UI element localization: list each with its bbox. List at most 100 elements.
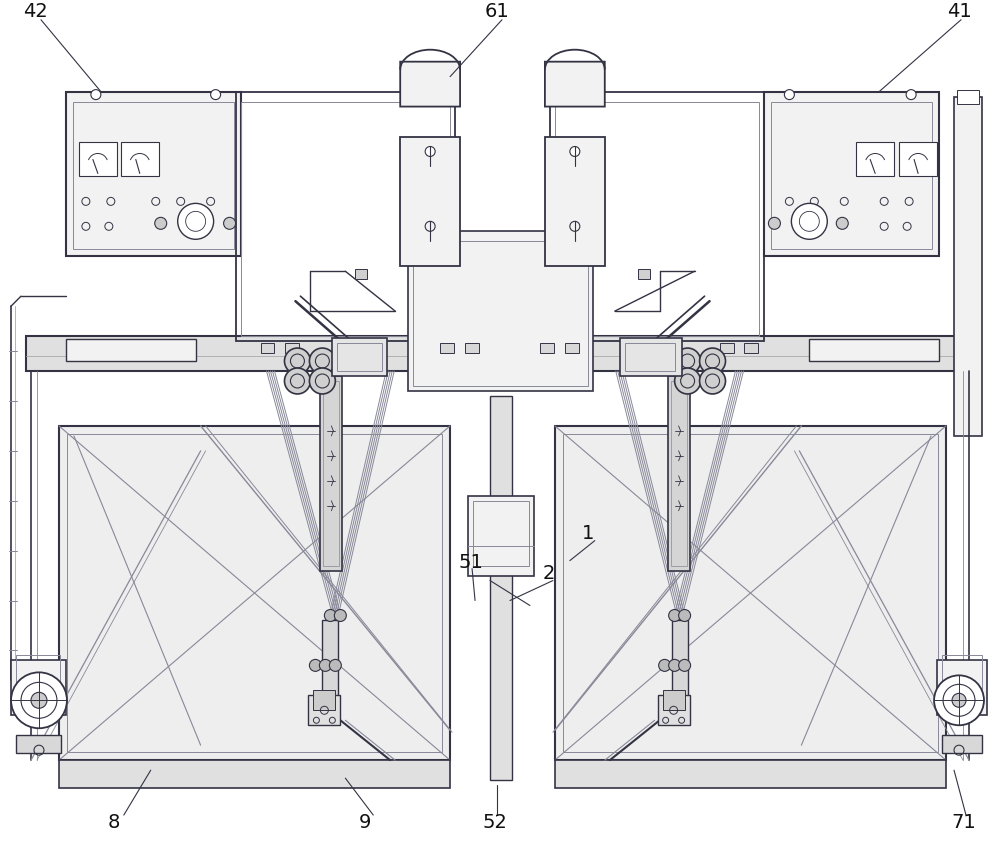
Circle shape: [155, 217, 167, 229]
Bar: [937, 660, 987, 715]
Bar: [322, 620, 338, 720]
Bar: [320, 376, 342, 571]
Bar: [565, 343, 579, 353]
Bar: [957, 89, 979, 104]
Text: 41: 41: [947, 3, 972, 21]
Bar: [59, 760, 450, 788]
Circle shape: [675, 368, 701, 394]
Bar: [468, 496, 534, 576]
Bar: [241, 102, 450, 336]
Bar: [261, 343, 274, 353]
Text: 61: 61: [485, 3, 510, 21]
Circle shape: [784, 89, 794, 99]
FancyBboxPatch shape: [400, 62, 460, 106]
Circle shape: [284, 368, 310, 394]
Text: 1: 1: [582, 524, 594, 543]
Bar: [16, 655, 60, 701]
Circle shape: [91, 89, 101, 99]
Bar: [408, 231, 593, 391]
Bar: [625, 343, 675, 371]
Circle shape: [768, 217, 780, 229]
Bar: [121, 142, 159, 176]
Circle shape: [952, 693, 966, 707]
Bar: [563, 434, 938, 752]
Bar: [550, 92, 764, 341]
Bar: [66, 92, 241, 256]
Bar: [313, 690, 335, 711]
Circle shape: [329, 659, 341, 671]
Bar: [285, 343, 299, 353]
Bar: [473, 501, 529, 566]
Bar: [545, 137, 605, 266]
Text: 51: 51: [458, 553, 483, 572]
Circle shape: [309, 368, 335, 394]
Bar: [490, 396, 512, 780]
Circle shape: [934, 675, 984, 725]
Bar: [73, 102, 234, 250]
Bar: [764, 92, 939, 256]
Bar: [555, 426, 946, 760]
Circle shape: [309, 659, 321, 671]
Circle shape: [669, 609, 681, 621]
Bar: [942, 655, 982, 701]
Bar: [413, 241, 588, 386]
Text: 8: 8: [108, 813, 120, 831]
Circle shape: [700, 348, 726, 374]
Circle shape: [11, 673, 67, 728]
FancyBboxPatch shape: [545, 62, 605, 106]
Bar: [720, 343, 734, 353]
Bar: [555, 760, 946, 788]
Circle shape: [679, 659, 691, 671]
Circle shape: [324, 609, 336, 621]
Circle shape: [178, 203, 214, 239]
Circle shape: [570, 147, 580, 157]
Bar: [26, 336, 974, 371]
Text: 71: 71: [951, 813, 976, 831]
Bar: [555, 102, 759, 336]
Bar: [337, 343, 382, 371]
Text: 2: 2: [543, 564, 555, 583]
Bar: [899, 142, 937, 176]
Circle shape: [700, 368, 726, 394]
Bar: [954, 97, 982, 436]
Bar: [66, 339, 196, 361]
Circle shape: [836, 217, 848, 229]
Bar: [440, 343, 454, 353]
Circle shape: [669, 659, 681, 671]
Circle shape: [31, 692, 47, 708]
Bar: [620, 338, 682, 376]
Circle shape: [906, 89, 916, 99]
Bar: [809, 339, 939, 361]
Bar: [672, 620, 688, 720]
Bar: [663, 690, 685, 711]
Circle shape: [211, 89, 221, 99]
Bar: [67, 434, 442, 752]
Bar: [16, 735, 61, 753]
Circle shape: [659, 659, 671, 671]
Bar: [638, 269, 650, 279]
Bar: [540, 343, 554, 353]
Bar: [400, 137, 460, 266]
Bar: [332, 338, 387, 376]
Bar: [942, 735, 982, 753]
Bar: [744, 343, 758, 353]
Bar: [355, 269, 367, 279]
Bar: [771, 102, 932, 250]
Circle shape: [675, 348, 701, 374]
Circle shape: [309, 348, 335, 374]
Bar: [465, 343, 479, 353]
Text: 42: 42: [23, 3, 48, 21]
Bar: [79, 142, 117, 176]
Circle shape: [319, 659, 331, 671]
Circle shape: [679, 609, 691, 621]
Bar: [323, 381, 339, 566]
Bar: [658, 695, 690, 725]
Bar: [11, 660, 66, 715]
Circle shape: [224, 217, 236, 229]
Circle shape: [334, 609, 346, 621]
Circle shape: [284, 348, 310, 374]
Bar: [671, 381, 687, 566]
Bar: [59, 426, 450, 760]
Bar: [668, 376, 690, 571]
Circle shape: [425, 147, 435, 157]
